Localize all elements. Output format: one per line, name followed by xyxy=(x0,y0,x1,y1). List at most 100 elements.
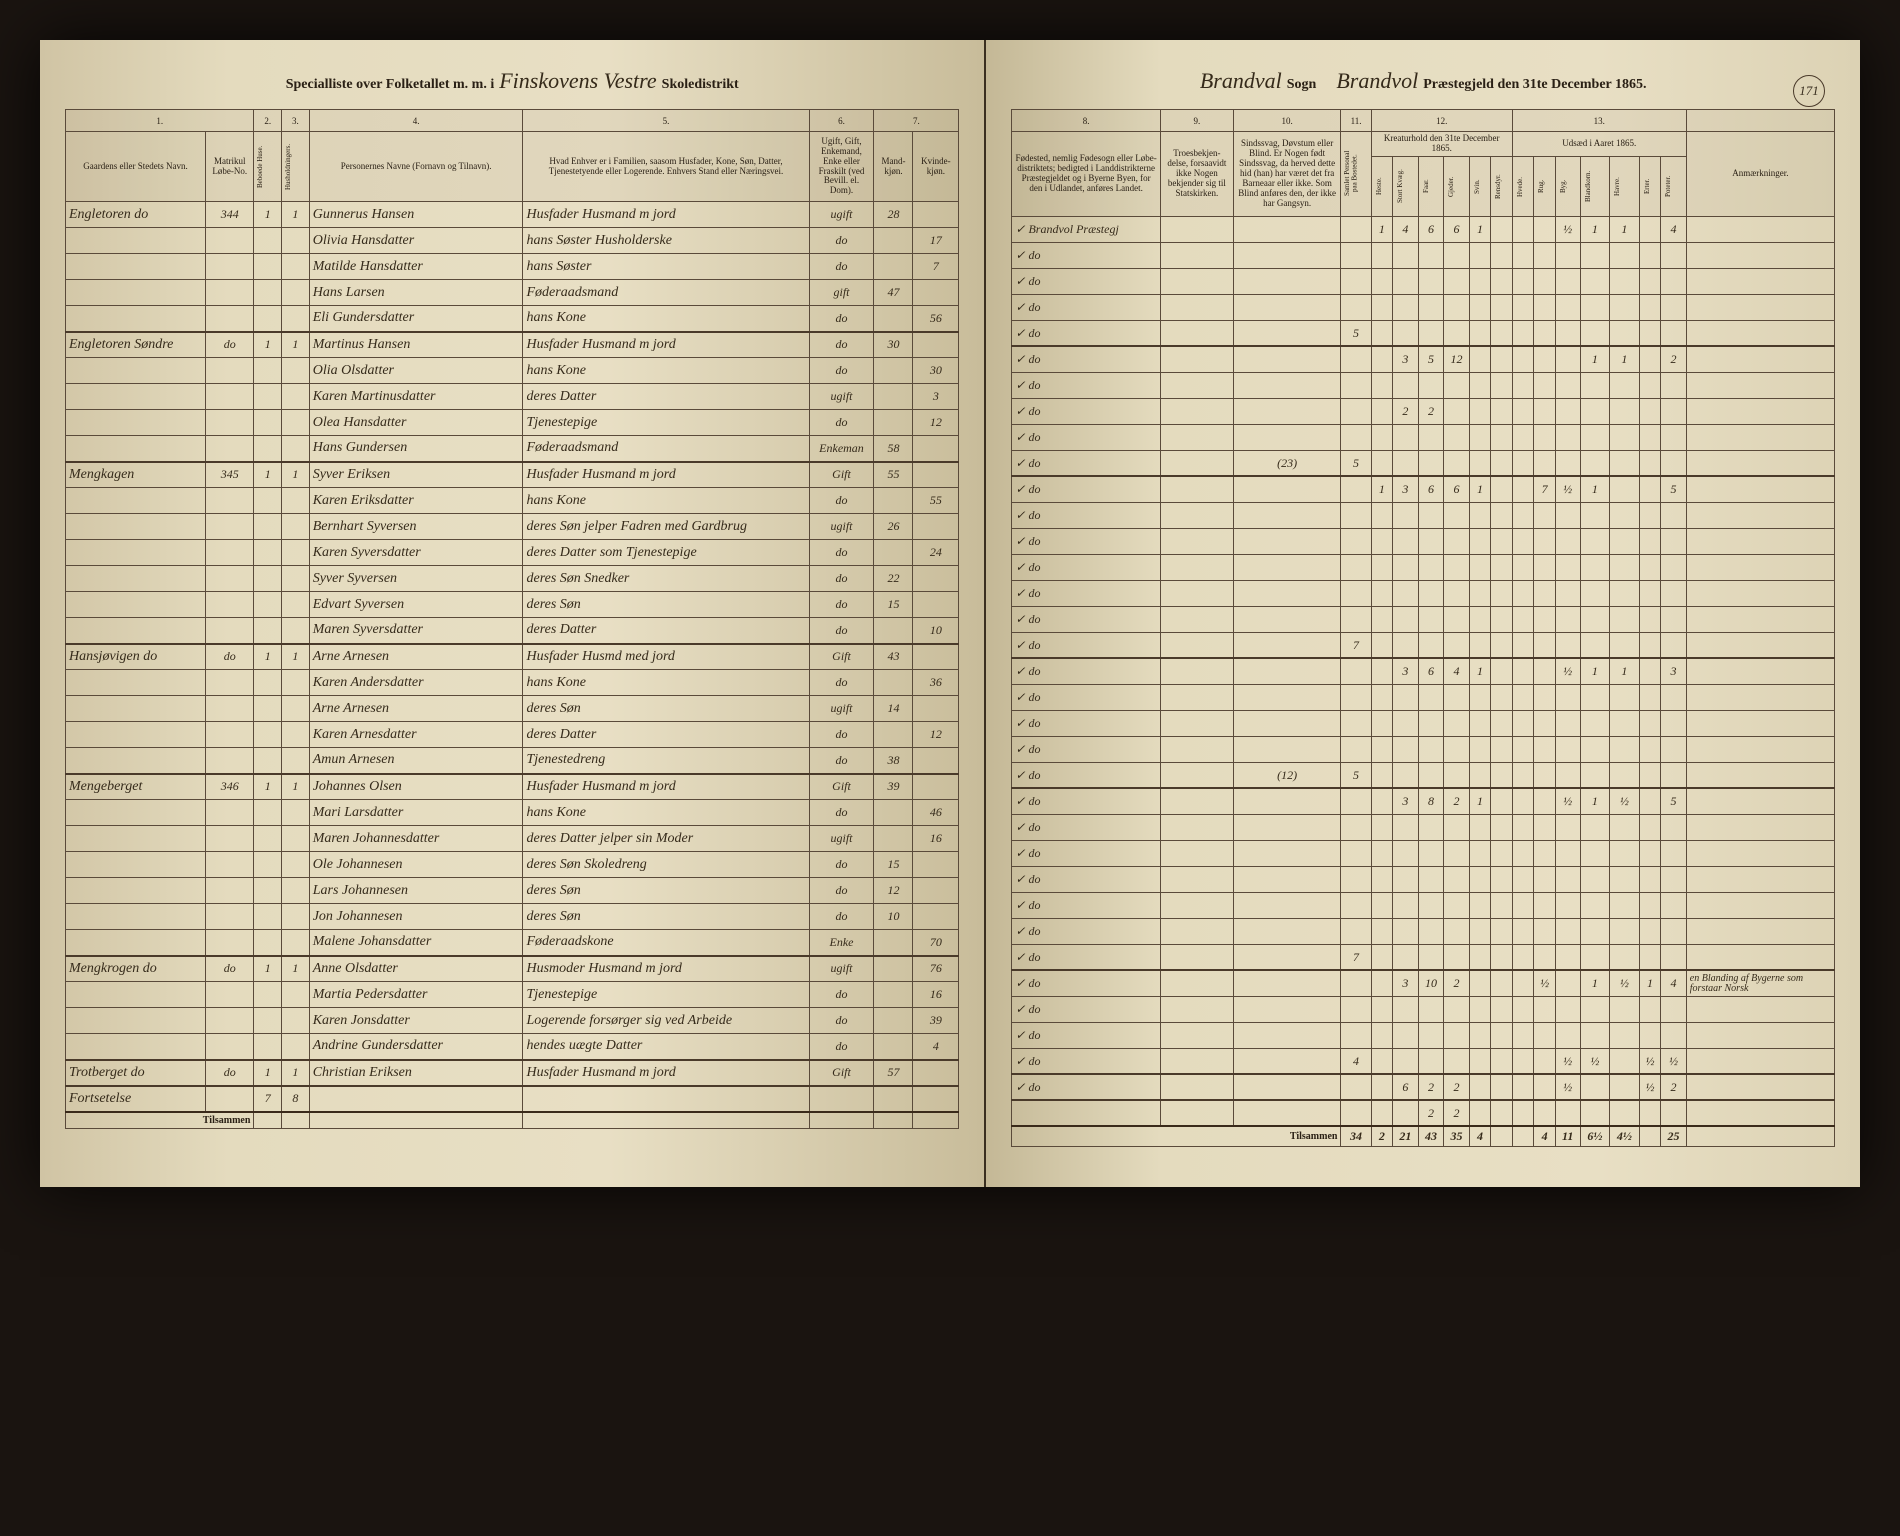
cell-seed-6 xyxy=(1661,1100,1687,1126)
cell-seed-4: ½ xyxy=(1610,970,1640,996)
seed-col-3: Blandkorn. xyxy=(1580,156,1610,216)
cell-birthplace: ✓ do xyxy=(1012,710,1161,736)
cell-seed-6 xyxy=(1661,398,1687,424)
cell-livestock-4 xyxy=(1469,736,1491,762)
hdr-district-script: Finskovens Vestre xyxy=(499,70,656,93)
cell-livestock-1 xyxy=(1393,840,1419,866)
cell-livestock-3: 2 xyxy=(1444,970,1470,996)
cell-birthplace: ✓ do xyxy=(1012,554,1161,580)
cell-note xyxy=(1686,450,1834,476)
cell-house xyxy=(254,982,282,1008)
livestock-col-2: Faar. xyxy=(1418,156,1444,216)
cell-house xyxy=(254,306,282,332)
cell-seed-6 xyxy=(1661,372,1687,398)
cell-birthplace: ✓ do xyxy=(1012,580,1161,606)
cell-seed-1 xyxy=(1534,710,1556,736)
cell-seed-3: 1 xyxy=(1580,970,1610,996)
cell-disability xyxy=(1233,736,1341,762)
cell-relation: Tjenestedreng xyxy=(523,748,809,774)
cell-livestock-2 xyxy=(1418,814,1444,840)
cell-age-m: 10 xyxy=(874,904,913,930)
cell-livestock-0 xyxy=(1371,632,1393,658)
cell-livestock-4 xyxy=(1469,840,1491,866)
cell-gaard xyxy=(66,488,206,514)
cell-livestock-1 xyxy=(1393,554,1419,580)
cell-livestock-0 xyxy=(1371,892,1393,918)
cell-seed-5 xyxy=(1639,814,1661,840)
cell-gaard: Trotberget do xyxy=(66,1060,206,1086)
cell-seed-2 xyxy=(1555,944,1580,970)
cell-hhold xyxy=(282,618,310,644)
cell-disability xyxy=(1233,242,1341,268)
cell-seed-5: ½ xyxy=(1639,1074,1661,1100)
cell-age-m xyxy=(874,670,913,696)
cell-seed-6 xyxy=(1661,294,1687,320)
cell-civil: Gift xyxy=(809,1060,874,1086)
cell-personal xyxy=(1341,372,1371,398)
cell-house xyxy=(254,800,282,826)
cell-religion xyxy=(1160,866,1233,892)
cell-seed-3 xyxy=(1580,320,1610,346)
cell-livestock-0 xyxy=(1371,658,1393,684)
cell-birthplace: ✓ do xyxy=(1012,684,1161,710)
cell-seed-5 xyxy=(1639,294,1661,320)
lbl-troes: Troesbekjen-delse, forsaavidt ikke Nogen… xyxy=(1160,132,1233,217)
cell-civil: do xyxy=(809,904,874,930)
cell-livestock-1 xyxy=(1393,736,1419,762)
cell-personal xyxy=(1341,1022,1371,1048)
cell-civil: do xyxy=(809,358,874,384)
cell-livestock-5 xyxy=(1491,580,1513,606)
cell-seed-2: ½ xyxy=(1555,658,1580,684)
cell-seed-1 xyxy=(1534,996,1556,1022)
cell-religion xyxy=(1160,710,1233,736)
cell-seed-0 xyxy=(1512,996,1534,1022)
cell-birthplace: ✓ do xyxy=(1012,866,1161,892)
cell-livestock-3 xyxy=(1444,268,1470,294)
seed-col-4: Havre. xyxy=(1610,156,1640,216)
cell-livestock-5 xyxy=(1491,398,1513,424)
cell-birthplace: ✓ do xyxy=(1012,320,1161,346)
cell-seed-3 xyxy=(1580,996,1610,1022)
cell-livestock-5 xyxy=(1491,242,1513,268)
cell-religion xyxy=(1160,788,1233,814)
cell-personal xyxy=(1341,1100,1371,1126)
cell-gaard xyxy=(66,306,206,332)
cell-religion xyxy=(1160,918,1233,944)
cell-disability xyxy=(1233,658,1341,684)
cell-seed-3 xyxy=(1580,502,1610,528)
cell-livestock-1: 4 xyxy=(1393,216,1419,242)
cell-seed-1 xyxy=(1534,684,1556,710)
cell-house xyxy=(254,514,282,540)
cell-name: Olia Olsdatter xyxy=(309,358,523,384)
cell-seed-4 xyxy=(1610,580,1640,606)
cell-livestock-1 xyxy=(1393,502,1419,528)
cell-seed-2 xyxy=(1555,762,1580,788)
cell-matrikul xyxy=(206,852,254,878)
cell-seed-6: 5 xyxy=(1661,476,1687,502)
cell-seed-5 xyxy=(1639,840,1661,866)
cell-note xyxy=(1686,892,1834,918)
cell-religion xyxy=(1160,398,1233,424)
cell-livestock-3 xyxy=(1444,294,1470,320)
cell-seed-0 xyxy=(1512,320,1534,346)
cell-seed-2 xyxy=(1555,320,1580,346)
cell-livestock-0 xyxy=(1371,580,1393,606)
cell-house xyxy=(254,826,282,852)
cell-seed-1 xyxy=(1534,554,1556,580)
cell-religion xyxy=(1160,814,1233,840)
cell-seed-2: ½ xyxy=(1555,216,1580,242)
cell-house xyxy=(254,904,282,930)
cell-disability xyxy=(1233,814,1341,840)
table-row: Mengkrogen dodo11Anne OlsdatterHusmoder … xyxy=(66,956,959,982)
tot-sd-3: 6½ xyxy=(1580,1126,1610,1147)
cell-livestock-4 xyxy=(1469,346,1491,372)
cell-birthplace: ✓ do xyxy=(1012,944,1161,970)
table-row: Jon Johannesenderes Søndo10 xyxy=(66,904,959,930)
cell-seed-3: 1 xyxy=(1580,476,1610,502)
tot-sd-4: 4½ xyxy=(1610,1126,1640,1147)
cell-seed-2 xyxy=(1555,242,1580,268)
cell-birthplace: ✓ do xyxy=(1012,814,1161,840)
cell-seed-1 xyxy=(1534,788,1556,814)
cell-house xyxy=(254,228,282,254)
cell-seed-0 xyxy=(1512,1022,1534,1048)
